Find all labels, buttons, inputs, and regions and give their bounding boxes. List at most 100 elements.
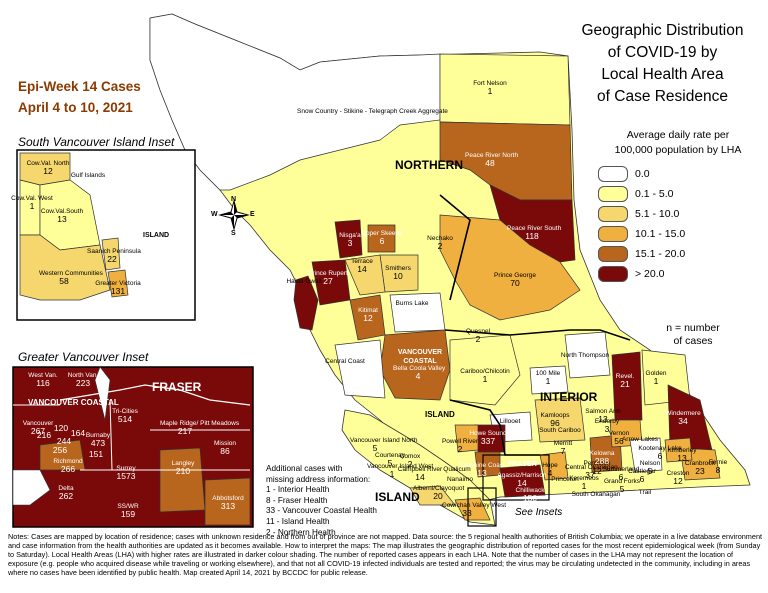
lha-case-count: 12 [43,165,53,176]
ha-label-vch-inset: VANCOUVER COASTAL [28,398,119,407]
legend-label: 15.1 - 20.0 [635,248,686,260]
lha-name: Creston [666,470,690,477]
lha-case-count: 12 [592,465,602,476]
ha-label-island-small: ISLAND [425,410,455,419]
lha-name: Cow.Val.South [40,208,84,215]
lha-name: Vancouver Island North [350,437,418,444]
legend-label: 0.0 [635,168,650,180]
lha-name: Penticton [583,460,611,467]
legend-label: 10.1 - 15.0 [635,228,686,240]
lha-name: Nanaimo [446,476,473,483]
lha-hope [539,451,569,481]
lha-chilliwack [499,464,546,498]
lha-case-count: 6 [618,471,624,482]
lha-haida-gwaii [293,275,319,331]
lha-case-count: 58 [59,275,69,286]
lha-100-mile [529,365,569,395]
lha-label: Qualicum [432,466,482,474]
lha-label: Kootenay Lake 6 [635,445,685,460]
lha-name: Cow.Val. North [26,160,70,167]
lha-name: Vernon [608,430,630,437]
lha-case-count: 12 [673,475,683,486]
epi-week-heading: Epi-Week 14 Cases April 4 to 10, 2021 [18,76,141,118]
gv-lha-label: 164 [53,429,103,438]
lha-label: Creston 12 [653,470,703,485]
compass-s: S [231,230,236,237]
ha-boundary [444,329,631,341]
lha-case-count: 6 [639,473,645,484]
lha-case-count: 256 [52,445,68,455]
gv-lha-label: Maple Ridge/ Pitt Meadows 217 [160,420,239,435]
lha-case-count: 23 [695,465,705,476]
additional-cases: Additional cases with missing address in… [266,464,377,538]
lha-label: Chilliwack 150 [505,487,555,502]
lha-case-count: 14 [415,471,425,482]
lha-name: Campbell River [397,466,443,473]
lha-case-count: 20 [433,490,443,501]
legend-swatch [598,206,628,222]
title-line: of COVID-19 by [607,44,718,61]
vancouver-island [341,409,496,526]
gv-lha-label: Burnaby 473 [73,432,123,447]
legend-swatch [598,246,628,262]
gv-lha-label: Mission 86 [200,440,250,455]
gv-lha-label: West Van. 116 [18,372,68,387]
lha-label: Fernie 8 [693,459,743,474]
lha-name: Prince Rupert [308,270,348,277]
lha-case-count: 13 [598,413,608,424]
lha-label: North Thompson [560,352,610,360]
lha-case-count: 22 [107,253,117,264]
lha-name: Arrow Lakes [621,436,659,443]
lha-case-count: 14 [517,477,527,488]
lha-prince-george [439,214,581,321]
lha-case-count: 2 [475,333,481,344]
lha-terrace [344,254,386,296]
lha-case-count: 514 [117,413,133,424]
lha-case-count: 131 [110,285,126,296]
title-line: Geographic Distribution [581,22,744,39]
lha-name: Agassiz/Harrison [497,472,547,479]
lha-central-coast [334,339,386,399]
lha-name: Smithers [385,265,411,272]
lha-name: Cranbrook [684,460,716,467]
addl-item: 8 - Fraser Health [266,495,328,505]
lha-label: Prince Rupert 27 [303,270,353,285]
compass-w: W [211,211,218,218]
lha-case-count: 210 [175,465,191,476]
lha-case-count: 6 [379,235,385,246]
lha-label: Nechako 2 [415,235,465,250]
lha-case-count: 4 [415,370,421,381]
lha-label: Central Okanagan 37 [565,464,618,479]
lha-alberni [409,485,456,506]
lha-name: Mission [213,440,237,447]
lha-case-count: 10 [393,270,403,281]
legend-item: 0.1 - 5.0 [598,184,768,204]
lha-case-count: 313 [220,500,236,511]
lha-label: Campbell River 14 [395,466,445,481]
gv-lha-label: 244 [39,436,89,446]
lha-name: Sunshine Coast [459,462,505,469]
legend-swatch [598,266,628,282]
legend-title-line: 100,000 population by LHA [614,144,742,156]
lha-case-count: 120 [53,423,69,433]
lha-name: Cow.Val. West [11,195,53,202]
lha-label: Kimberley 13 [657,447,707,462]
south-vi-inset-title: South Vancouver Island Inset [18,135,175,149]
lha-case-count: 27 [323,275,333,286]
lha-name: Howe Sound [469,430,507,437]
see-insets-box-small [467,487,497,527]
lha-label: Peace River South 118 [507,225,561,240]
lha-name: SS/WR [117,503,139,510]
lha-case-count: 13 [57,213,67,224]
lha-cowichan [454,497,491,521]
lha-name: Kimberley [667,447,697,454]
lha-case-count: 262 [58,490,74,501]
lha-label: Central Coast [320,358,370,366]
lha-case-count: 288 [594,455,610,466]
svi-lha-label: Gulf Islands [63,172,113,180]
lha-name: Central Okanagan [565,464,618,471]
lha-name: Prince George [494,272,536,279]
lha-name: Delta [58,485,74,492]
lha-case-count: 216 [36,430,52,440]
lha-case-count: 244 [56,436,72,446]
